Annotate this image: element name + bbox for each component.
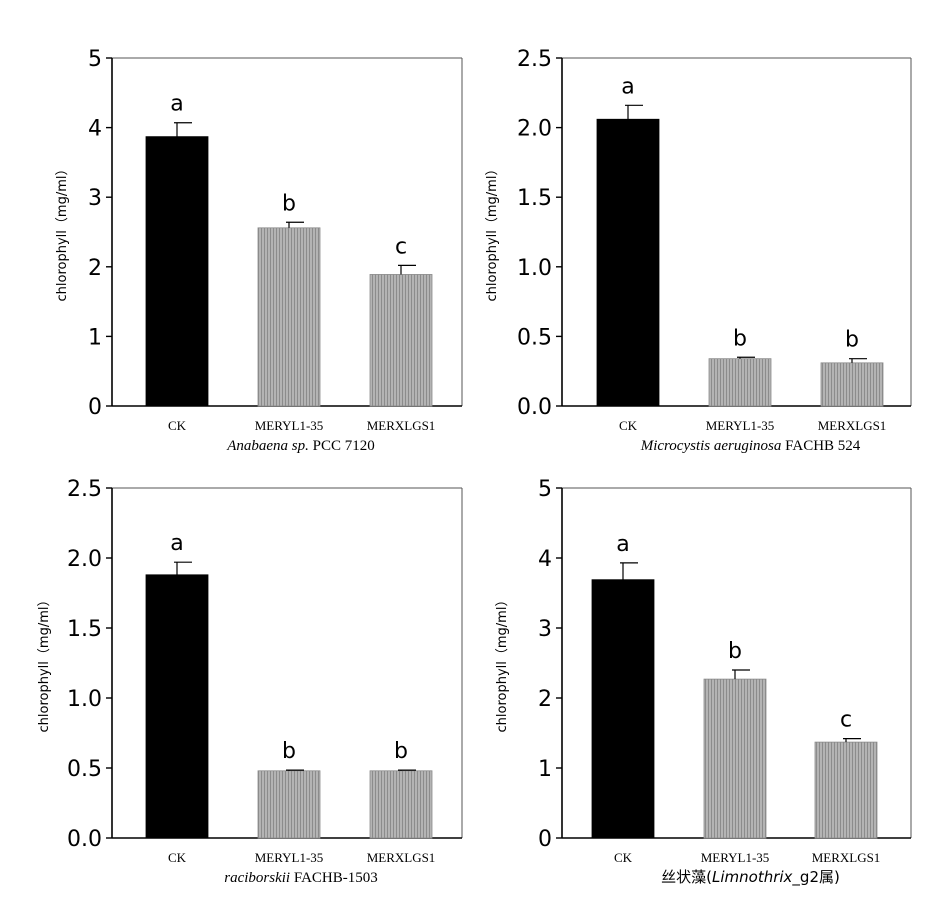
panel2-ytick-label: 0.5 (517, 325, 552, 350)
panel2: 0.0 0.5 1.0 1.5 2.0 2.5 chlorophyll（mg/ml） a CK b… (485, 47, 912, 454)
panel3-bar-1 (257, 770, 321, 839)
panel4-category-label-0: CK (614, 850, 633, 865)
panel4-category-label-1: MERYL1-35 (701, 850, 770, 865)
panel1-ytick-label: 1 (88, 325, 102, 350)
panel3-category-label-1: MERYL1-35 (255, 850, 324, 865)
panel3-caption: raciborskii FACHB-1503 (224, 870, 378, 886)
panel2-ytick-label: 2.0 (517, 117, 552, 142)
panel2-category-label-0: CK (619, 418, 638, 433)
panel3-category-label-2: MERXLGS1 (367, 850, 436, 865)
panel2-bar-2 (820, 362, 884, 407)
panel2-ytick-label: 1.5 (517, 186, 552, 211)
panel3-ytick-label: 2.0 (67, 547, 102, 572)
panel1-category-label-1: MERYL1-35 (255, 418, 324, 433)
panel3-bar-0 (145, 574, 209, 839)
panel1: 0 1 2 3 4 5 chlorophyll（mg/ml） a CK b MERYL1-35 c ME… (55, 47, 463, 454)
panel1-ytick-label: 2 (88, 256, 102, 281)
panel4-ytick-label: 4 (538, 547, 552, 572)
panel3-ytick-label: 1.0 (67, 687, 102, 712)
panel4-caption: 丝状藻(Limnothrix_g2属) (661, 868, 840, 887)
panel3-sig-label-2: b (394, 739, 408, 764)
panel4-ytick-label: 0 (538, 827, 552, 852)
panel1-y-axis-label: chlorophyll（mg/ml） (55, 163, 70, 302)
panel3: 0.0 0.5 1.0 1.5 2.0 2.5 chlorophyll（mg/ml） a CK b… (37, 477, 463, 886)
panel1-ytick-label: 3 (88, 186, 102, 211)
panel2-sig-label-2: b (845, 328, 859, 353)
panel1-sig-label-2: c (395, 234, 407, 259)
panel4-bar-2 (814, 741, 878, 839)
panel4-ytick-label: 5 (538, 477, 552, 502)
panel4-y-axis-label: chlorophyll（mg/ml） (495, 594, 510, 733)
panel2-caption: Microcystis aeruginosa FACHB 524 (640, 438, 861, 454)
panel4-category-label-2: MERXLGS1 (812, 850, 881, 865)
panel2-ytick-label: 2.5 (517, 47, 552, 72)
panel4-bar-0 (591, 579, 655, 839)
panel2-bar-1 (708, 358, 772, 407)
panel1-caption: Anabaena sp. PCC 7120 (226, 438, 375, 454)
panel1-bar-1 (257, 227, 321, 407)
panel4-sig-label-0: a (616, 532, 629, 557)
panel4-ytick-label: 2 (538, 687, 552, 712)
panel2-category-label-1: MERYL1-35 (706, 418, 775, 433)
panel4-ytick-label: 3 (538, 617, 552, 642)
panel1-ytick-label: 0 (88, 395, 102, 420)
panel4-bar-1 (703, 678, 767, 839)
panel2-category-label-2: MERXLGS1 (818, 418, 887, 433)
panel4-sig-label-1: b (728, 639, 742, 664)
panel3-ytick-label: 1.5 (67, 617, 102, 642)
panel2-ytick-label: 1.0 (517, 256, 552, 281)
panel2-sig-label-0: a (621, 74, 634, 99)
panel3-category-label-0: CK (168, 850, 187, 865)
panel2-ytick-label: 0.0 (517, 395, 552, 420)
panel3-ytick-label: 2.5 (67, 477, 102, 502)
panel1-bar-0 (145, 136, 209, 407)
panel3-sig-label-1: b (282, 739, 296, 764)
panel2-bar-0 (596, 118, 660, 407)
panel1-category-label-2: MERXLGS1 (367, 418, 436, 433)
panel3-y-axis-label: chlorophyll（mg/ml） (37, 594, 52, 733)
panel1-bar-2 (369, 274, 433, 407)
panel1-sig-label-0: a (170, 92, 183, 117)
panel3-bar-2 (369, 770, 433, 839)
panel4-ytick-label: 1 (538, 757, 552, 782)
panel4: 0 1 2 3 4 5 chlorophyll（mg/ml） a CK b MERYL1-35 c ME… (495, 477, 912, 887)
panel4-sig-label-2: c (840, 708, 852, 733)
panel2-y-axis-label: chlorophyll（mg/ml） (485, 163, 500, 302)
panel3-ytick-label: 0.5 (67, 757, 102, 782)
panel1-ytick-label: 4 (88, 117, 102, 142)
panel1-ytick-label: 5 (88, 47, 102, 72)
panel2-sig-label-1: b (733, 326, 747, 351)
panel1-category-label-0: CK (168, 418, 187, 433)
panel3-ytick-label: 0.0 (67, 827, 102, 852)
panel1-sig-label-1: b (282, 191, 296, 216)
panel3-sig-label-0: a (170, 531, 183, 556)
